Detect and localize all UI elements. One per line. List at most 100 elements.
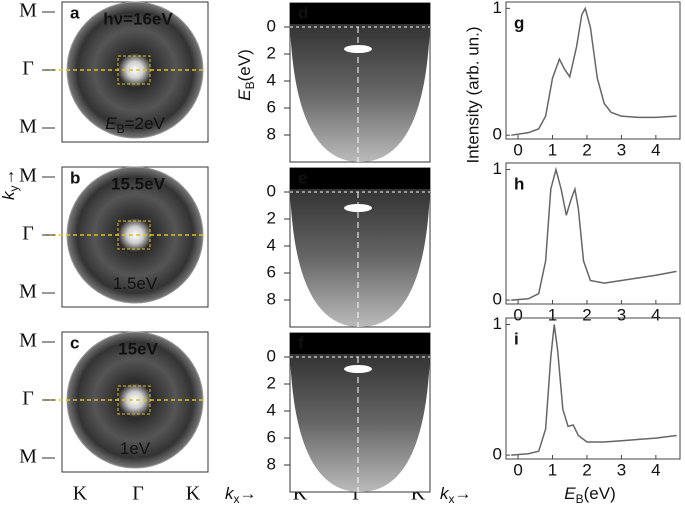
- kx-label: kx→: [225, 484, 257, 506]
- zone-box: [117, 55, 151, 85]
- label-part: (eV): [235, 49, 254, 81]
- label-part: B: [117, 122, 125, 136]
- x-tick-label: 4: [651, 460, 660, 479]
- x-tick-label: 0: [513, 140, 522, 159]
- y-tick-label: 0: [493, 290, 502, 309]
- label-part: x: [449, 492, 455, 506]
- photon-energy: hν=16eV: [103, 9, 173, 28]
- kx-label: kx→: [440, 484, 472, 506]
- binding-energy: 1eV: [120, 439, 151, 458]
- label-part: B: [243, 81, 257, 89]
- x-tick-label: 1: [548, 305, 557, 324]
- photon-energy: 15.5eV: [111, 174, 166, 193]
- label-part: →: [240, 484, 257, 503]
- bottom-label: Γ: [132, 483, 144, 505]
- panel-letter: b: [70, 168, 80, 187]
- bz-label: M: [19, 446, 37, 468]
- energy-tick-label: 4: [267, 70, 276, 89]
- bz-label: M: [19, 281, 37, 303]
- label-part: =2eV: [125, 114, 166, 133]
- binding-energy: 1.5eV: [113, 274, 158, 293]
- label-part: k: [0, 190, 18, 200]
- energy-tick-label: 6: [267, 262, 276, 281]
- dark-band: [290, 3, 430, 25]
- bz-label: Γ: [22, 388, 34, 410]
- label-part: B: [576, 492, 584, 506]
- panel-letter: a: [70, 3, 80, 22]
- x-tick-label: 3: [617, 305, 626, 324]
- dark-band: [290, 168, 430, 190]
- y-tick-label: 1: [493, 0, 502, 17]
- x-tick-label: 2: [582, 140, 591, 159]
- panel-letter: h: [514, 174, 524, 193]
- bz-label: Γ: [22, 223, 34, 245]
- bz-label: M: [19, 116, 37, 138]
- energy-tick-label: 6: [267, 427, 276, 446]
- panel-letter: c: [70, 333, 79, 352]
- bz-label: M: [19, 0, 37, 22]
- photon-energy: 15eV: [118, 339, 158, 358]
- label-part: E: [105, 114, 117, 133]
- intensity-curve: [511, 6, 677, 136]
- bz-label: Γ: [22, 58, 34, 80]
- panel-letter: g: [514, 13, 524, 32]
- dispersion-map: [290, 189, 430, 327]
- x-axis-label: EB(eV): [564, 484, 615, 506]
- dispersion-map: [290, 24, 430, 162]
- y-tick-label: 0: [493, 445, 502, 464]
- panel-letter: i: [514, 329, 519, 348]
- label-part: →: [455, 484, 472, 503]
- plot-frame: [505, 317, 681, 460]
- bottom-label: Γ: [352, 483, 364, 505]
- energy-tick-label: 0: [267, 346, 276, 365]
- energy-tick-label: 0: [267, 181, 276, 200]
- energy-tick-label: 4: [267, 400, 276, 419]
- x-tick-label: 4: [651, 140, 660, 159]
- x-tick-label: 0: [513, 460, 522, 479]
- label-part: k: [225, 484, 235, 503]
- energy-tick-label: 8: [267, 289, 276, 308]
- bottom-label: K: [73, 483, 88, 505]
- x-tick-label: 1: [548, 140, 557, 159]
- energy-tick-label: 4: [267, 235, 276, 254]
- y-tick-label: 1: [493, 159, 502, 178]
- x-tick-label: 2: [582, 305, 591, 324]
- x-tick-label: 3: [617, 140, 626, 159]
- zone-box: [117, 220, 151, 250]
- intensity-curve: [511, 324, 677, 456]
- label-part: →: [0, 169, 18, 186]
- energy-tick-label: 8: [267, 124, 276, 143]
- plot-frame: [505, 162, 681, 305]
- panel-letter: e: [298, 168, 307, 187]
- label-part: (eV): [584, 484, 616, 503]
- y-tick-label: 1: [493, 314, 502, 333]
- bz-label: M: [19, 330, 37, 352]
- energy-tick-label: 0: [267, 16, 276, 35]
- ky-label: ky→: [0, 169, 21, 201]
- energy-tick-label: 2: [267, 43, 276, 62]
- x-tick-label: 0: [513, 305, 522, 324]
- y-axis-label: Intensity (arb. un.): [463, 26, 482, 163]
- y-tick-label: 0: [493, 125, 502, 144]
- energy-tick-label: 2: [267, 373, 276, 392]
- energy-tick-label: 2: [267, 208, 276, 227]
- plot-frame: [505, 1, 681, 140]
- label-part: 1.5eV: [113, 274, 158, 293]
- x-tick-label: 4: [651, 305, 660, 324]
- bottom-label: K: [186, 483, 201, 505]
- energy-tick-label: 8: [267, 454, 276, 473]
- energy-tick-label: 6: [267, 97, 276, 116]
- x-tick-label: 1: [548, 460, 557, 479]
- label-part: 1eV: [120, 439, 151, 458]
- bz-label: M: [19, 165, 37, 187]
- dark-band: [290, 333, 430, 355]
- dispersion-map: [290, 354, 430, 492]
- binding-energy: EB=2eV: [105, 114, 165, 136]
- label-part: x: [234, 492, 240, 506]
- zone-box: [117, 385, 151, 415]
- panel-letter: d: [298, 3, 308, 22]
- label-part: E: [564, 484, 576, 503]
- label-part: k: [440, 484, 450, 503]
- label-part: E: [235, 89, 254, 101]
- label-part: y: [7, 186, 21, 192]
